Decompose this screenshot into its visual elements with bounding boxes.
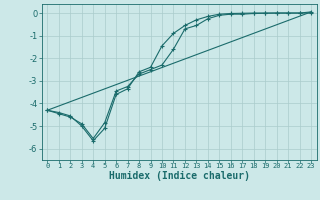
X-axis label: Humidex (Indice chaleur): Humidex (Indice chaleur) [109, 171, 250, 181]
